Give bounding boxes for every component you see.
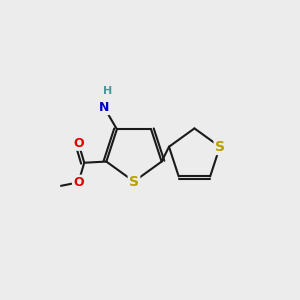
Text: O: O: [73, 136, 84, 150]
Text: S: S: [215, 140, 225, 154]
Text: H: H: [103, 86, 112, 96]
Text: O: O: [73, 176, 84, 189]
Text: N: N: [99, 101, 109, 114]
Text: S: S: [129, 175, 139, 188]
